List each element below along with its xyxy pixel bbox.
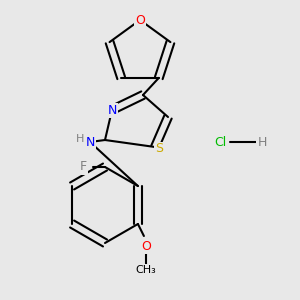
Text: F: F <box>80 160 87 173</box>
Text: Cl: Cl <box>214 136 226 148</box>
Text: H: H <box>257 136 267 148</box>
Text: N: N <box>85 136 95 148</box>
Text: N: N <box>107 103 117 116</box>
Text: O: O <box>135 14 145 26</box>
Text: S: S <box>155 142 163 155</box>
Text: CH₃: CH₃ <box>136 265 156 275</box>
Text: O: O <box>141 239 151 253</box>
Text: H: H <box>76 134 84 144</box>
